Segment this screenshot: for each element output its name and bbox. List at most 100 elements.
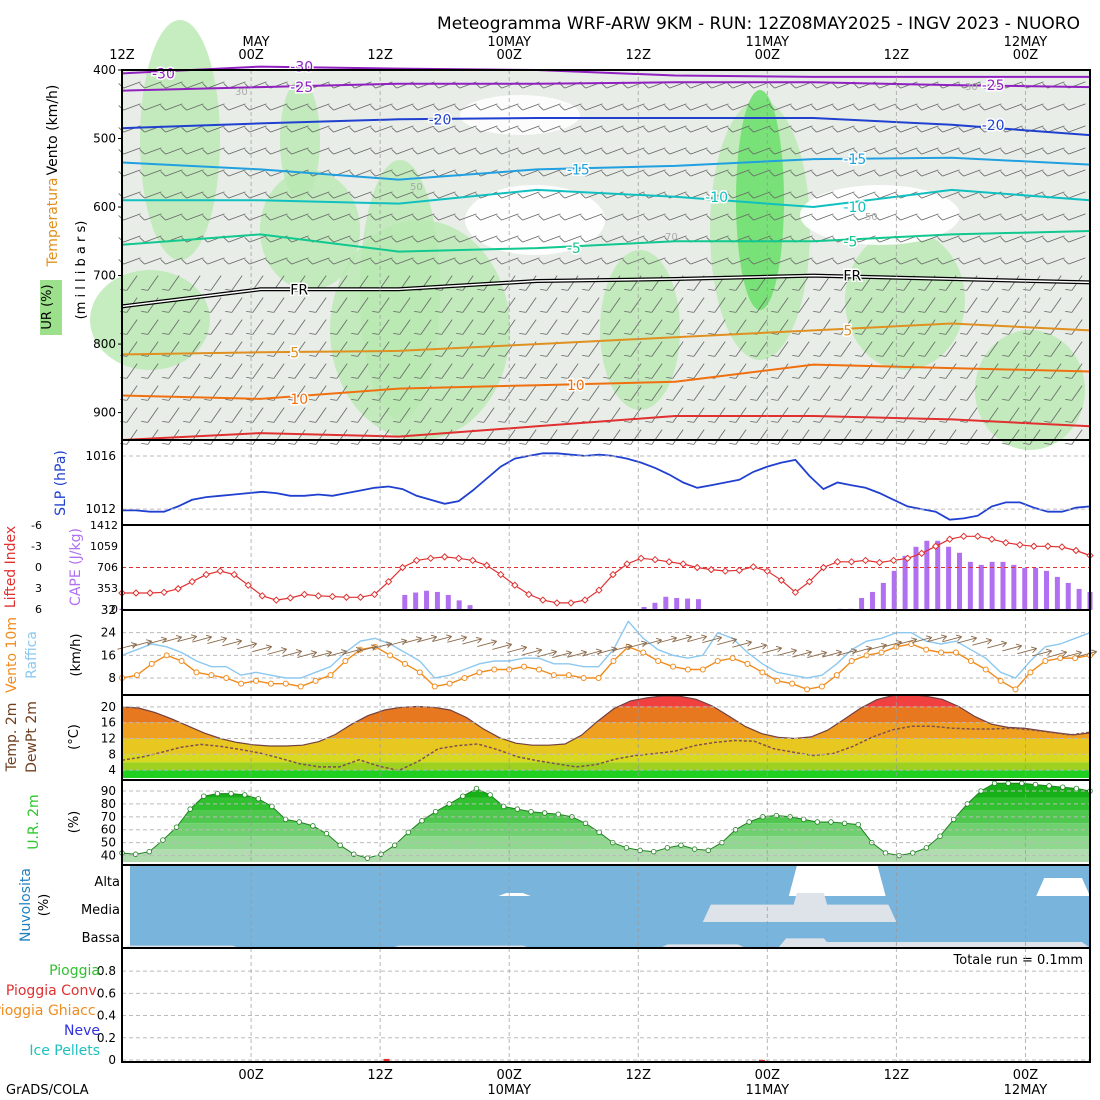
wind-barb-flag [918,332,925,335]
wind-barb [288,319,306,335]
wind-barb-shaft [123,213,141,221]
cape-bar [467,605,473,610]
rh-shading-blob [600,250,680,410]
wind-barb-flag [475,259,481,265]
wind-arrow [942,634,962,643]
rh2m-point [596,829,602,836]
wind10-point [580,675,587,681]
wind-barb-flag [687,376,694,379]
rh-contour-label: 50 [865,212,878,223]
rh2m-point [201,793,207,799]
wind-barb-shaft [921,257,939,265]
wind-barb-shaft [462,407,474,423]
unit-wind10: (km/h) [69,634,84,677]
rh-tick-label: 80 [101,797,116,811]
wind-barb-flag [225,442,232,445]
wind-barb [979,169,1002,177]
wind-barb [351,429,369,445]
wind-arrow [702,635,722,644]
wind-barb [519,407,537,423]
wind-barb-shaft [483,341,495,357]
rh2m-point [146,848,152,855]
lifted-index-point [511,581,519,589]
wind-barb-flag [309,398,316,401]
wind-barb [769,125,792,133]
wind-barb-flag [750,442,757,445]
wind-barb-flag [582,288,589,291]
wind-barb-flag [601,259,607,265]
cape-bar [1054,576,1060,610]
wind-barb [706,169,729,177]
isotherm-label: -15 [843,152,866,168]
precip-bar [758,1059,765,1061]
slp-tick-label: 1016 [85,449,116,463]
wind-barb [687,385,705,401]
wind-arrow-shaft [192,636,212,643]
wind-barb-flag [769,127,775,133]
rh2m-point [501,803,507,810]
wind-arrow-head [685,634,692,642]
wind-barb-flag [435,398,442,401]
wind-barb [729,429,747,445]
wind-barb-flag [372,354,379,357]
wind-barb-flag [685,215,691,221]
wind-barb-shaft [399,341,411,357]
wind-barb-flag [897,398,904,401]
wind-barb-shaft [186,257,204,265]
wind-barb [853,169,876,177]
wind-barb-flag [874,259,880,265]
wind-barb [1023,407,1041,423]
wind-barb-flag [414,332,421,335]
cape-bar [652,602,658,610]
wind-barb [183,297,201,313]
lifted-index-line [122,535,1091,604]
wind-barb [687,297,705,313]
wind-barb-flag [771,420,778,423]
top-time-label: 00Z [1013,48,1039,63]
wind-arrow-shaft [432,635,452,643]
wind-barb-flag [960,442,967,445]
wind-barb-flag [727,193,733,199]
wind-barb-shaft [585,103,603,111]
wind-barb [267,429,285,445]
wind-arrow-shaft [702,637,722,644]
wind-barb [225,429,243,445]
isotherm-line [121,363,1091,400]
isotherm-label: FR [290,282,308,298]
wind-barb [981,429,999,445]
wind-arrow-head [940,634,947,641]
rh2m-point [269,803,275,810]
wind-barb [456,297,474,313]
wind-barb [727,169,750,177]
wind-tick-label: 16 [101,648,116,662]
wind-barb-flag [1000,105,1006,111]
wind-barb-flag [393,376,400,379]
slp-tick-label: 1012 [85,502,116,516]
wind-barb-flag [246,310,253,313]
wind-barb-shaft [942,191,960,199]
isotherm-label: -5 [567,241,581,257]
lifted-index-point [272,596,281,604]
isotherm-label: -20 [982,118,1005,134]
wind-arrow-shaft [282,650,302,657]
wind-barb-flag [1065,310,1072,313]
wind-barb [853,125,876,133]
wind-arrow-shaft [177,635,197,643]
wind-arrow [777,648,797,656]
wind-barb-shaft [522,147,540,155]
rh2m-point [528,808,534,815]
wind-barb-flag [517,259,523,265]
wind-barb [645,429,663,445]
wind-barb-flag [435,310,442,313]
wind-barb-shaft [480,257,498,265]
wind-barb-shaft [711,213,729,221]
wind-barb [181,103,204,111]
wind-barb-flag [244,171,250,177]
wind-arrow-head [295,649,302,656]
wind-barb [958,257,981,265]
lifted-index-point [497,570,505,579]
wind-barb-flag [540,442,547,445]
wind-barb [622,169,645,177]
wind-barb [412,235,435,243]
wind-barb [832,191,855,199]
